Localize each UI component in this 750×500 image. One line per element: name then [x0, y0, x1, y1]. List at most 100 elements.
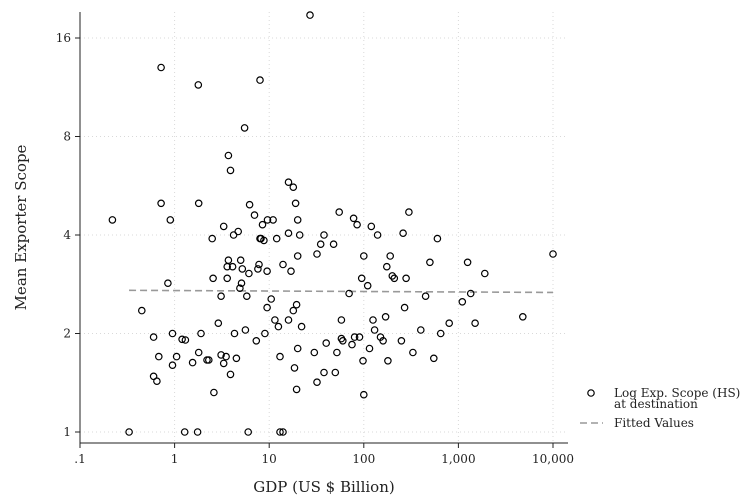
scatter-point: [310, 348, 319, 357]
scatter-point: [263, 303, 271, 312]
scatter-point: [157, 199, 165, 208]
scatter-point: [226, 370, 235, 379]
scatter-point: [244, 428, 253, 436]
scatter-point: [276, 352, 284, 361]
scatter-point: [194, 81, 203, 89]
scatter-point: [337, 316, 346, 324]
scatter-point: [260, 236, 268, 245]
scatter-point: [230, 329, 239, 338]
scatter-point: [295, 231, 304, 239]
scatter-point: [320, 368, 328, 377]
scatter-point: [217, 351, 225, 359]
scatter-point: [153, 377, 161, 386]
scatter-point: [224, 256, 233, 265]
fitted-values-series: [129, 289, 554, 294]
scatter-point: [217, 292, 225, 301]
scatter-point: [290, 364, 299, 372]
scatter-point: [240, 124, 249, 132]
scatter-point: [245, 269, 253, 278]
scatter-point: [421, 292, 430, 301]
scatter-point: [274, 322, 283, 331]
scatter-point: [180, 428, 189, 436]
scatter-point: [458, 297, 467, 306]
scatter-point: [322, 339, 331, 347]
scatter-point: [255, 260, 263, 269]
scatter-point: [400, 303, 409, 312]
scatter-point: [232, 354, 241, 363]
scatter-point: [297, 322, 306, 331]
scatter-point: [405, 208, 413, 216]
scatter-point: [436, 329, 445, 338]
scatter-point: [272, 234, 281, 243]
scatter-point: [291, 199, 300, 208]
scatter-point: [416, 326, 425, 334]
scatter-point: [222, 352, 230, 361]
scatter-point: [258, 220, 267, 229]
y-axis-title: Mean Exporter Scope: [12, 144, 30, 310]
scatter-point: [209, 274, 217, 283]
scatter-point: [226, 166, 235, 175]
scatter-point: [345, 289, 353, 298]
fitted-values-line: [129, 289, 554, 294]
scatter-point: [399, 229, 407, 238]
scatter-point: [284, 316, 293, 324]
scatter-point: [381, 312, 390, 321]
scatter-point: [370, 326, 379, 334]
scatter-point: [149, 333, 158, 341]
scatter-point: [363, 281, 372, 290]
scatter-point: [256, 76, 264, 84]
scatter-point: [333, 348, 341, 357]
scatter-point: [369, 316, 377, 324]
legend: Log Exp. Scope (HS)at destination Fitted …: [580, 386, 740, 430]
scatter-point: [402, 274, 410, 283]
scatter-point: [219, 222, 228, 231]
scatter-point: [172, 352, 181, 361]
scatter-point: [263, 216, 272, 224]
scatter-point: [108, 216, 117, 224]
scatter-point: [329, 240, 338, 249]
scatter-point: [518, 312, 527, 321]
scatter-point: [320, 231, 328, 239]
legend-marker-scatter: [587, 389, 595, 397]
scatter-point: [194, 348, 203, 357]
scatter-point: [223, 274, 232, 283]
scatter-point: [243, 292, 251, 301]
scatter-point: [271, 316, 279, 324]
x-tick-label: .1: [74, 452, 85, 466]
scatter-point: [445, 319, 454, 328]
scatter-point: [397, 336, 406, 345]
scatter-point: [348, 340, 356, 349]
scatter-point: [234, 227, 243, 236]
scatter-point: [293, 252, 302, 260]
scatter-point: [349, 214, 358, 223]
legend-label-fit: Fitted Values: [614, 416, 694, 430]
scatter-point: [267, 295, 276, 303]
scatter-point: [289, 306, 298, 315]
scatter-point: [236, 256, 245, 265]
scatter-point: [168, 329, 177, 338]
scatter-point: [261, 329, 269, 338]
scatter-point: [466, 289, 475, 298]
scatter-point: [210, 388, 218, 397]
scatter-point: [433, 234, 442, 243]
scatter-point: [335, 208, 344, 216]
scatter-point: [313, 378, 321, 387]
scatter-point: [359, 356, 367, 365]
scatter-point: [287, 267, 295, 276]
x-tick-label: 10,000: [532, 452, 574, 466]
scatter-point: [382, 262, 391, 271]
y-tick-label: 2: [63, 327, 71, 341]
scatter-point: [373, 231, 382, 239]
scatter-point: [224, 151, 233, 160]
scatter-point: [316, 240, 325, 249]
scatter-point: [426, 258, 434, 267]
scatter-point: [367, 222, 376, 231]
y-tick-label: 4: [63, 228, 71, 242]
scatter-point: [237, 279, 246, 288]
legend-label-scatter: Log Exp. Scope (HS): [614, 386, 740, 400]
scatter-point: [293, 344, 302, 353]
scatter-point: [429, 354, 438, 363]
scatter-point: [197, 329, 205, 338]
scatter-point: [359, 252, 368, 260]
